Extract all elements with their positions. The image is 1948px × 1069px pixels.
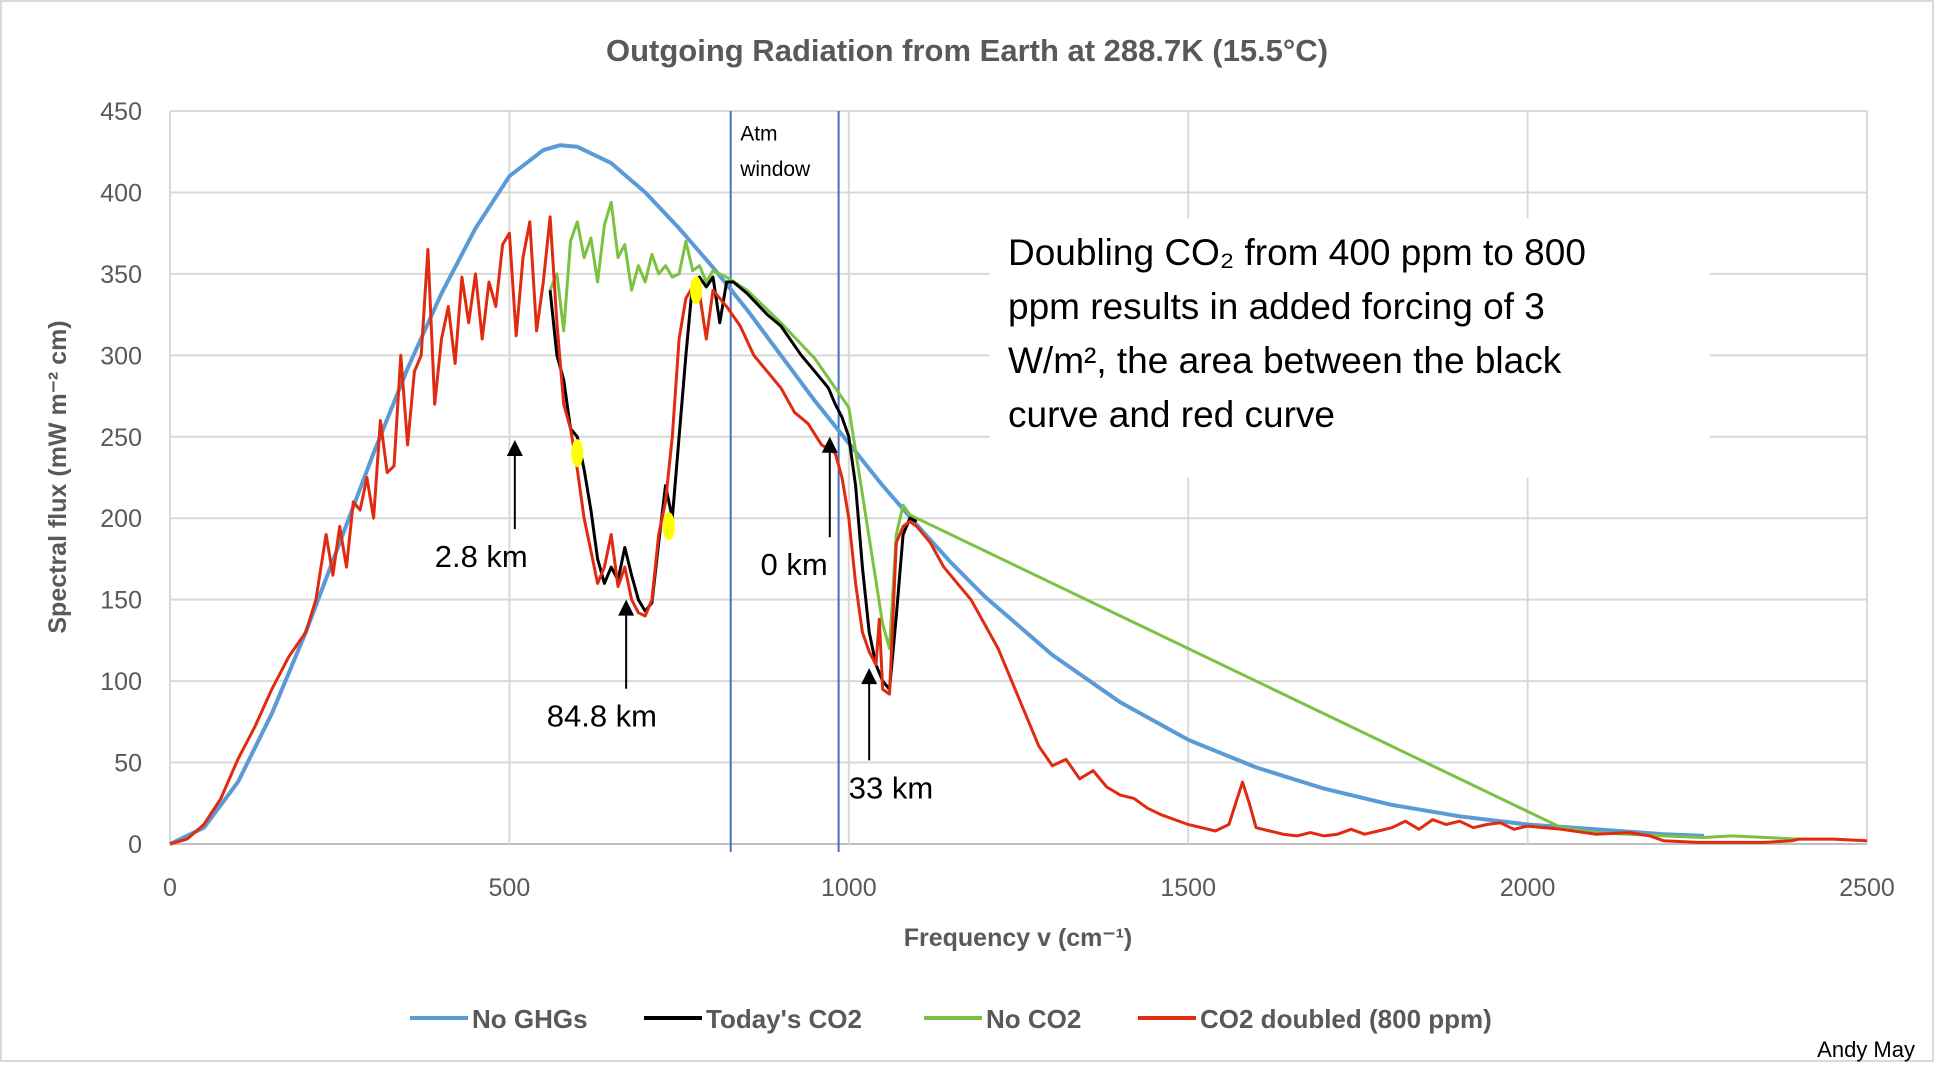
y-tick-label: 150 (100, 587, 142, 615)
note-line: curve and red curve (1008, 394, 1335, 435)
annotation-label: 33 km (849, 770, 933, 805)
arrow-head-icon (821, 436, 838, 453)
series-line-no-ghgs (169, 143, 1705, 846)
y-tick-label: 0 (128, 831, 142, 859)
highlight-marks (571, 276, 703, 541)
x-tick-label: 1500 (1160, 874, 1216, 902)
y-tick-label: 50 (114, 750, 142, 778)
legend-label: Today's CO2 (706, 1004, 862, 1034)
y-tick-label: 200 (100, 505, 142, 533)
note-line: ppm results in added forcing of 3 (1008, 286, 1545, 327)
annotation-label: 0 km (761, 547, 828, 582)
arrow-head-icon (618, 599, 635, 616)
yellow-highlight (571, 439, 584, 468)
yellow-highlight (662, 512, 675, 541)
x-tick-label: 2000 (1500, 874, 1556, 902)
y-tick-label: 100 (100, 668, 142, 696)
x-tick-label: 500 (489, 874, 531, 902)
annotation-label: 2.8 km (435, 539, 528, 574)
chart-title: Outgoing Radiation from Earth at 288.7K … (606, 33, 1328, 68)
arrow-head-icon (506, 440, 523, 457)
arrow-head-icon (861, 668, 878, 685)
legend-label: CO2 doubled (800 ppm) (1200, 1004, 1492, 1034)
x-tick-label: 2500 (1839, 874, 1895, 902)
note-line: W/m², the area between the black (1008, 340, 1562, 381)
legend-label: No GHGs (472, 1004, 588, 1034)
atm-window-lines (729, 111, 840, 852)
annotation-label: 84.8 km (547, 699, 657, 734)
annotation-label: Atm (740, 122, 777, 145)
legend: No GHGs Today's CO2 No CO2 CO2 doubled (800… (410, 1004, 1492, 1034)
note-background (990, 218, 1710, 478)
x-tick-label: 0 (163, 874, 177, 902)
note-line: Doubling CO₂ from 400 ppm to 800 (1008, 232, 1586, 273)
series-lines (169, 143, 1868, 846)
series-line-co2-doubled-800-ppm- (169, 215, 1868, 846)
tick-labels: 0 50 100 150 200 250 300 350 400 450 0 500 1000 1500 2… (100, 98, 1895, 902)
x-axis-label: Frequency v (cm⁻¹) (904, 924, 1133, 952)
x-tick-label: 1000 (821, 874, 877, 902)
y-tick-label: 250 (100, 424, 142, 452)
yellow-highlight (690, 276, 703, 305)
y-tick-label: 400 (100, 179, 142, 207)
y-tick-label: 350 (100, 261, 142, 289)
annotations: Atm window 2.8 km 84.8 km 0 km 33 km (435, 122, 933, 805)
y-axis-label: Spectral flux (mW m⁻² cm) (44, 320, 72, 633)
series-line-no-co2 (548, 200, 1800, 841)
credit-text: Andy May (1817, 1037, 1915, 1062)
y-tick-label: 450 (100, 98, 142, 126)
forcing-note: Doubling CO₂ from 400 ppm to 800 ppm resu… (990, 218, 1710, 478)
y-tick-label: 300 (100, 342, 142, 370)
legend-label: No CO2 (986, 1004, 1081, 1034)
annotation-label: window (739, 158, 811, 181)
